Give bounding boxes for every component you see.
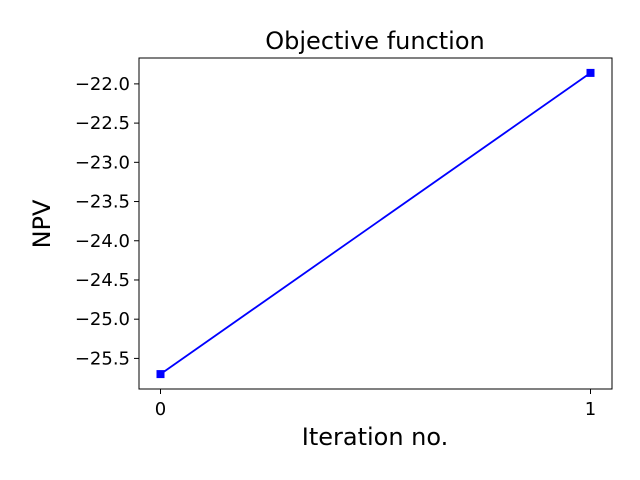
series-layer (156, 68, 595, 379)
y-axis: −25.5 −25.0 −24.5 −24.0 −23.5 −23.0 −22.5 −22.0 (75, 74, 139, 369)
y-tick-label: −23.0 (75, 152, 130, 173)
y-axis-label: NPV (28, 199, 56, 248)
data-point (156, 370, 165, 379)
y-tick-label: −24.0 (75, 231, 130, 252)
x-tick-label: 1 (585, 399, 596, 420)
series-line (159, 72, 592, 375)
y-tick-label: −22.5 (75, 113, 130, 134)
data-point (586, 68, 595, 77)
y-tick-label: −24.5 (75, 270, 130, 291)
y-tick-label: −22.0 (75, 74, 130, 95)
chart-title: Objective function (265, 27, 484, 55)
y-tick-label: −25.0 (75, 309, 130, 330)
x-axis-label: Iteration no. (302, 423, 449, 451)
x-tick-label: 0 (155, 399, 166, 420)
y-tick-label: −23.5 (75, 192, 130, 213)
y-tick-label: −25.5 (75, 348, 130, 369)
